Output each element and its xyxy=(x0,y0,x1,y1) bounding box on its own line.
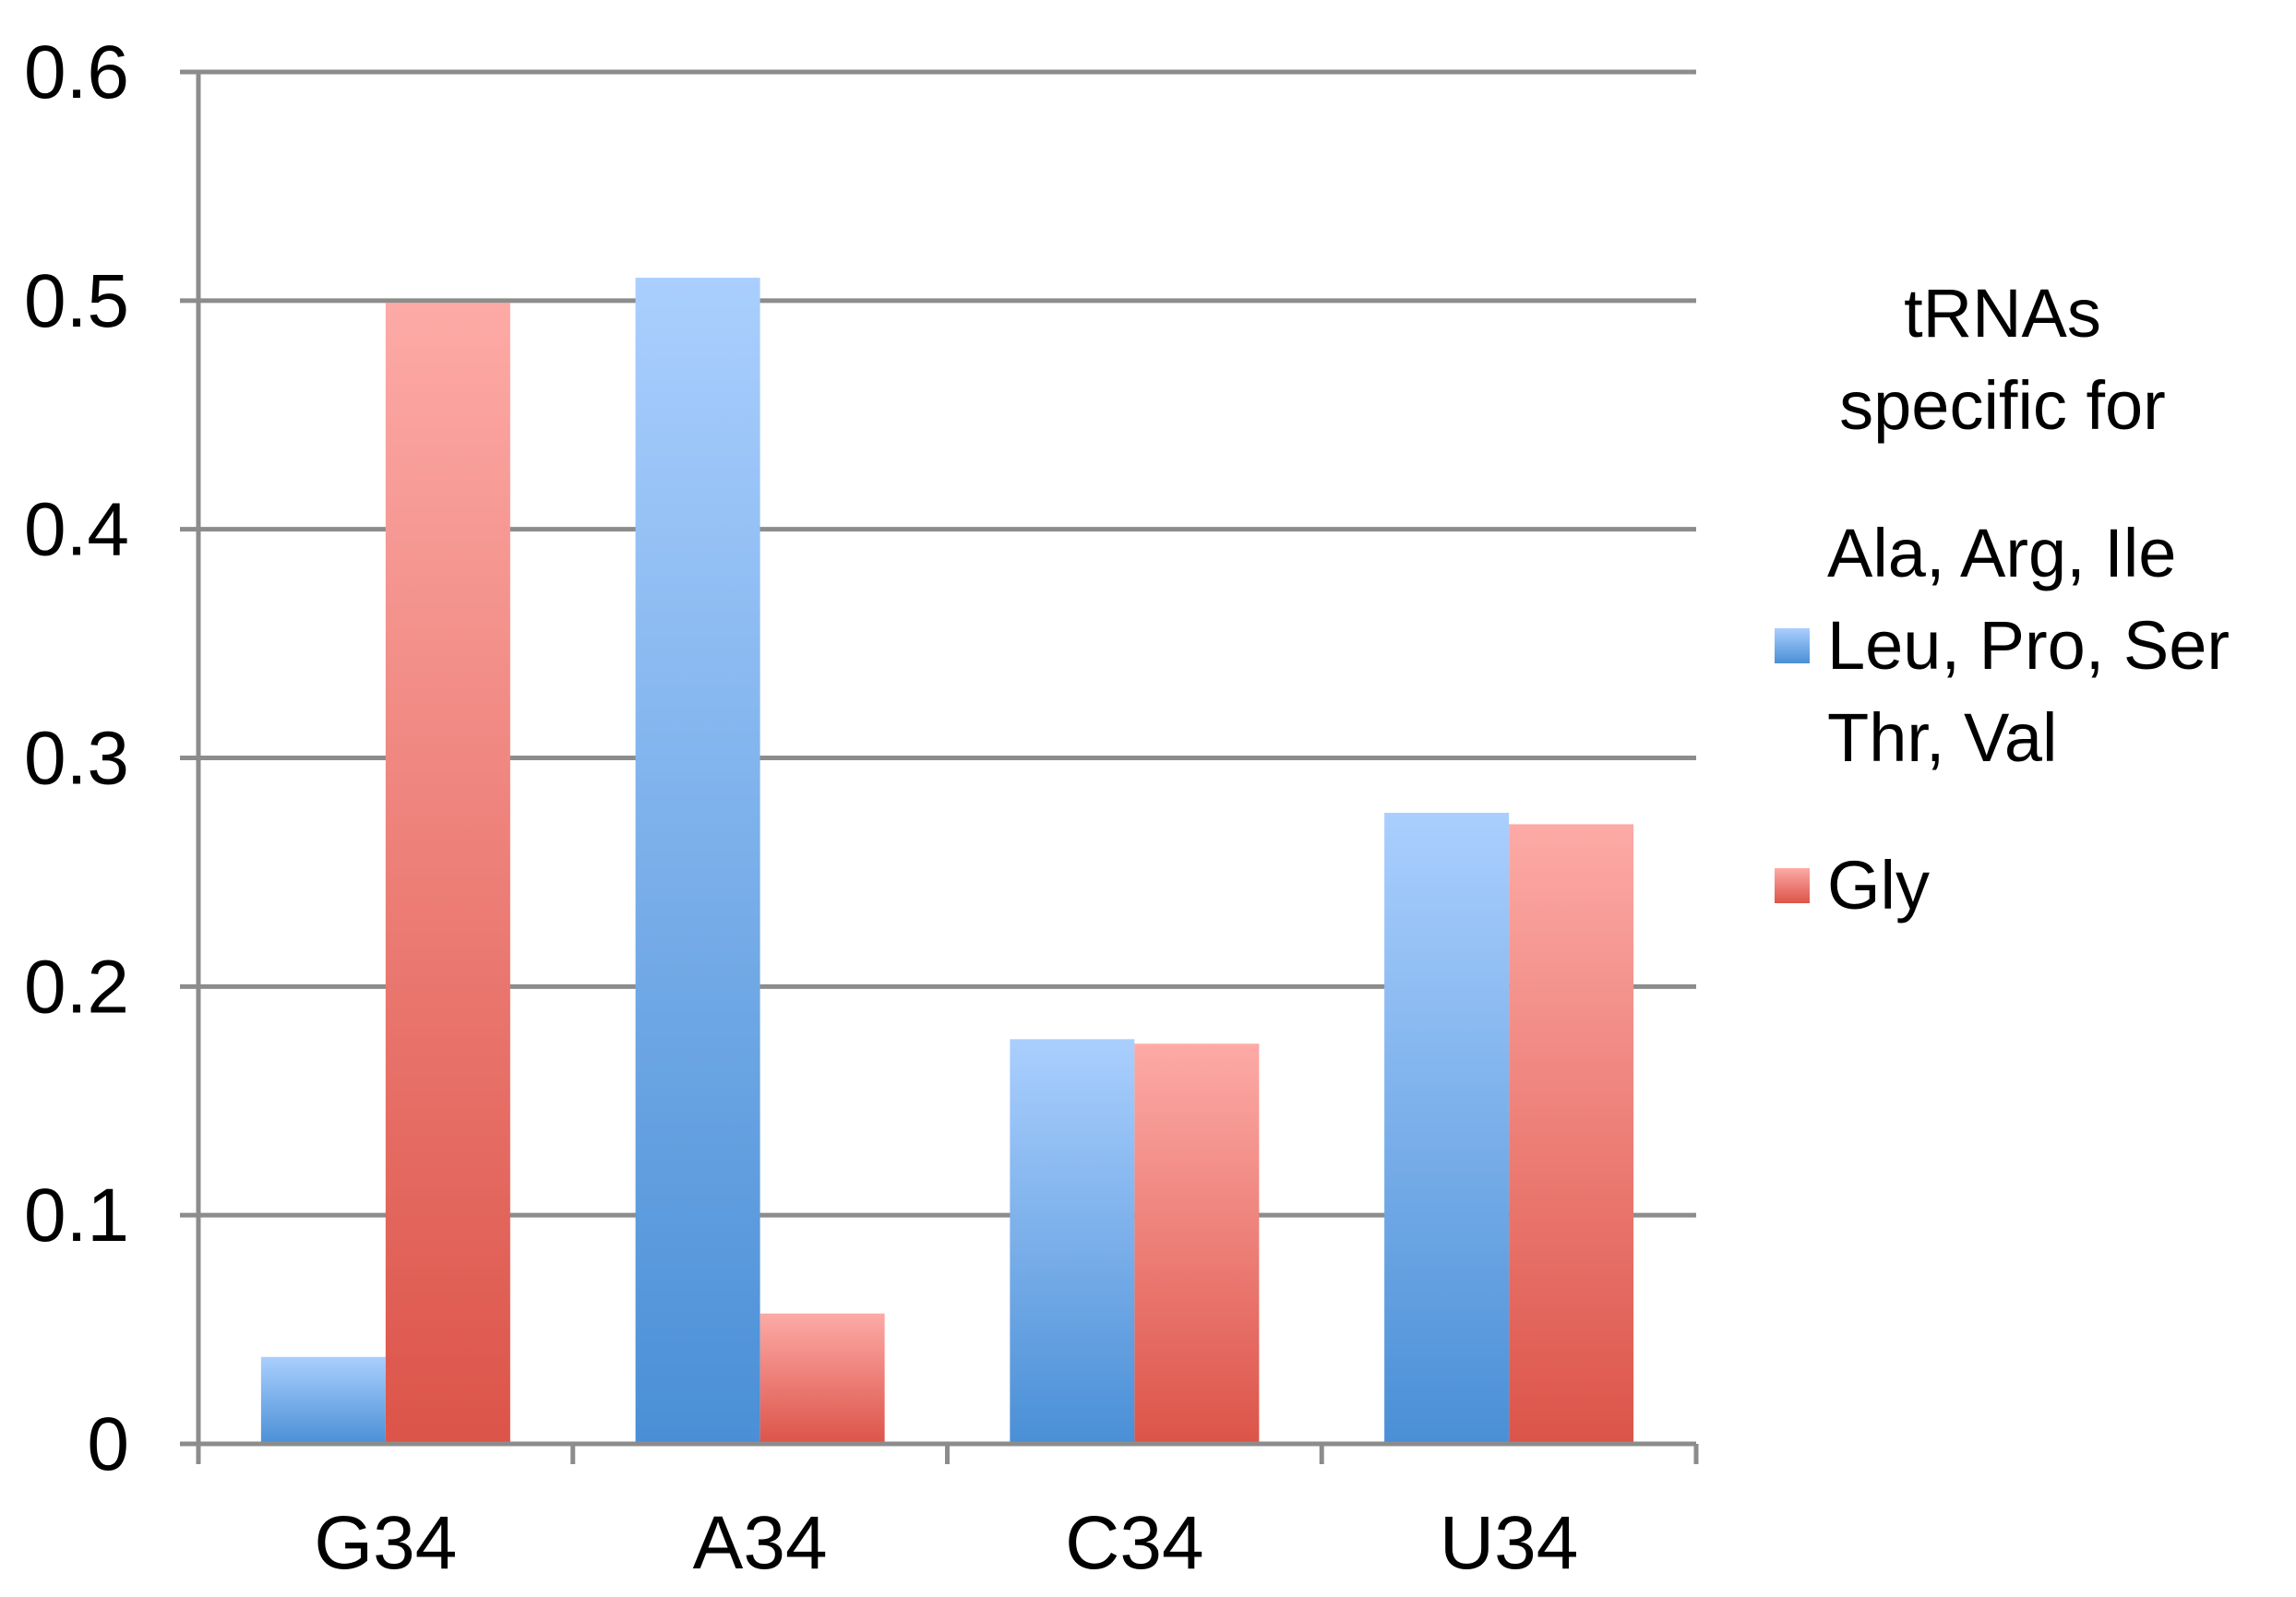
bar-G34-series-2 xyxy=(385,303,510,1445)
legend-label-series-1: Leu, Pro, Ser xyxy=(1827,607,2230,684)
legend: tRNAs specific for Ala, Arg, Ile Leu, Pro, … xyxy=(1775,275,2230,924)
x-category-label-U34: U34 xyxy=(1440,1501,1578,1585)
legend-title-line: tRNAs xyxy=(1904,275,2101,352)
bar-A34-series-1 xyxy=(635,278,760,1444)
y-tick-label: 0.5 xyxy=(24,259,129,343)
legend-title-line: specific for xyxy=(1839,367,2166,444)
bar-A34-series-2 xyxy=(759,1313,885,1444)
bar-C34-series-1 xyxy=(1010,1039,1135,1444)
x-category-label-G34: G34 xyxy=(314,1501,457,1585)
legend-label-series-1: Thr, Val xyxy=(1827,699,2058,776)
bar-C34-series-2 xyxy=(1134,1043,1260,1444)
x-axis-category-labels: G34 A34 C34 U34 xyxy=(314,1501,1578,1585)
x-category-label-C34: C34 xyxy=(1065,1501,1203,1585)
y-tick-label: 0.3 xyxy=(24,717,129,801)
axes xyxy=(180,72,1699,1464)
bars xyxy=(260,278,1634,1445)
y-tick-label: 0.2 xyxy=(24,945,129,1029)
y-axis-tick-labels: 0 0.1 0.2 0.3 0.4 0.5 0.6 xyxy=(24,30,129,1486)
legend-swatch-series-2 xyxy=(1775,868,1810,903)
y-tick-label: 0 xyxy=(87,1402,129,1486)
y-tick-label: 0.1 xyxy=(24,1174,129,1257)
bar-G34-series-1 xyxy=(260,1356,386,1444)
legend-label-series-2: Gly xyxy=(1827,847,1930,924)
legend-label-series-1: Ala, Arg, Ile xyxy=(1827,515,2176,591)
x-category-label-A34: A34 xyxy=(693,1501,828,1585)
y-tick-label: 0.4 xyxy=(24,488,129,572)
bar-U34-series-2 xyxy=(1509,824,1634,1444)
legend-swatch-series-1 xyxy=(1775,628,1810,663)
bar-U34-series-1 xyxy=(1384,812,1510,1444)
y-tick-label: 0.6 xyxy=(24,30,129,114)
